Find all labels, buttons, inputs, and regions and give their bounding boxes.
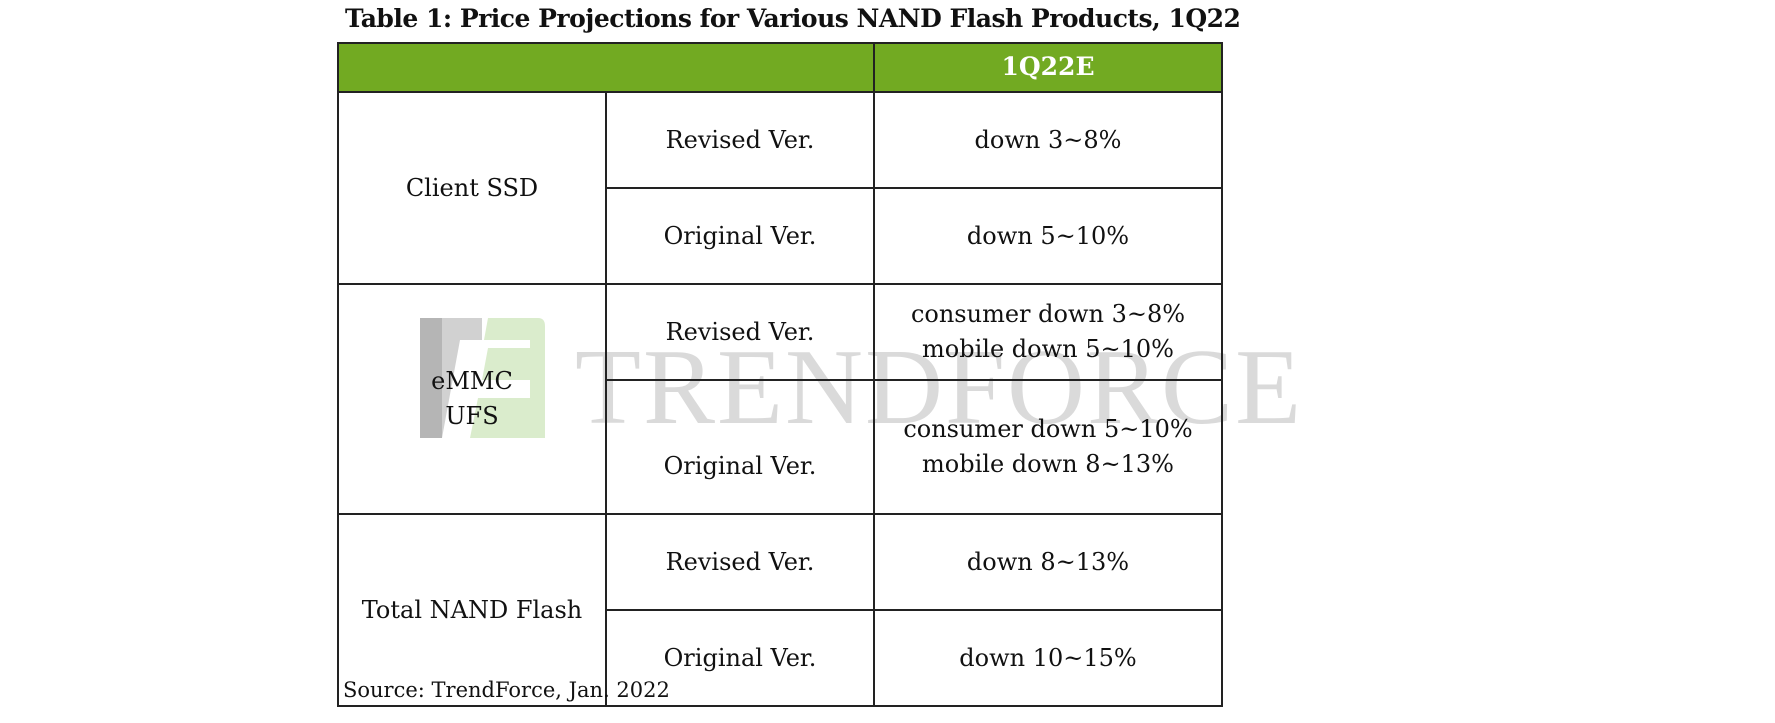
table-row: Total NAND Flash Revised Ver. down 8~13%: [337, 513, 1223, 707]
projection-line: consumer down 5~10%: [903, 415, 1193, 444]
product-cell: Total NAND Flash: [337, 513, 607, 707]
table-row: Client SSD Revised Ver. down 3~8%: [337, 91, 1223, 285]
header-period: 1Q22E: [873, 42, 1223, 93]
product-cell: Client SSD: [337, 91, 607, 285]
version-cell: Original Ver.: [605, 187, 875, 285]
source-note: Source: TrendForce, Jan. 2022: [343, 678, 670, 702]
version-cell: Revised Ver.: [605, 91, 875, 189]
product-line: eMMC: [431, 367, 513, 396]
table-row: Original Ver. down 10~15%: [338, 609, 1223, 707]
projection-cell: consumer down 3~8% mobile down 5~10%: [873, 283, 1223, 381]
table-header-row: 1Q22E: [337, 42, 1223, 93]
header-blank-cell: [337, 42, 875, 93]
price-projection-table: 1Q22E Client SSD Revised Ver. down 3~8% …: [337, 42, 1223, 707]
projection-cell: down 8~13%: [873, 513, 1223, 611]
table-row: Original Ver. down 5~10%: [338, 187, 1223, 285]
projection-line: mobile down 8~13%: [922, 450, 1174, 478]
projection-line: mobile down 5~10%: [922, 335, 1174, 363]
version-cell: Original Ver.: [605, 609, 875, 707]
version-cell: Revised Ver.: [605, 283, 875, 381]
table-row: Original Ver. consumer down 5~10% mobile…: [338, 379, 1223, 515]
version-cell: Original Ver.: [605, 379, 875, 515]
projection-cell: down 10~15%: [873, 609, 1223, 707]
table-title: Table 1: Price Projections for Various N…: [345, 4, 1241, 33]
product-line: UFS: [445, 402, 499, 430]
product-cell: eMMC UFS: [337, 283, 607, 515]
version-cell: Revised Ver.: [605, 513, 875, 611]
projection-cell: down 3~8%: [873, 91, 1223, 189]
projection-cell: consumer down 5~10% mobile down 8~13%: [873, 379, 1223, 515]
projection-cell: down 5~10%: [873, 187, 1223, 285]
projection-line: consumer down 3~8%: [910, 300, 1186, 329]
table-row: eMMC UFS Revised Ver. consumer down 3~8%…: [337, 283, 1223, 515]
